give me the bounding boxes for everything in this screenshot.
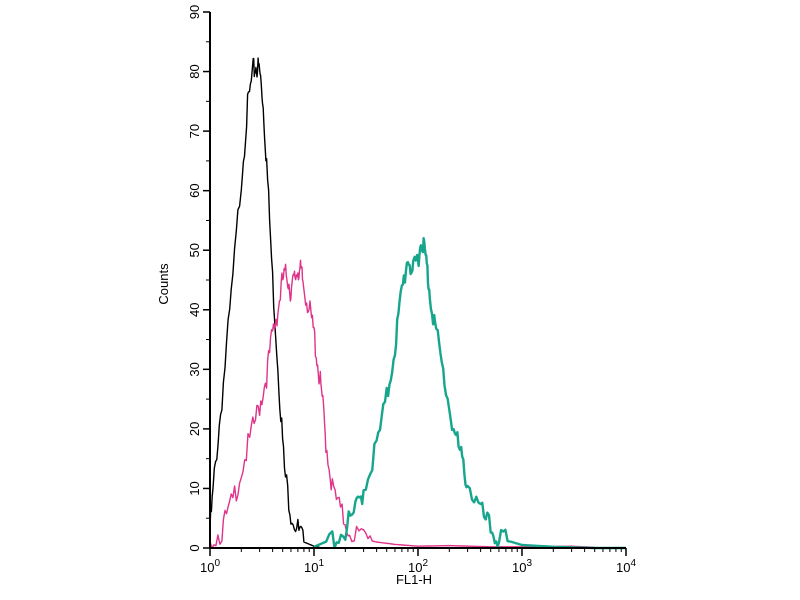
y-tick-label: 10 [187,481,202,495]
x-tick-label: 100 [200,558,220,575]
y-tick-label: 40 [187,303,202,317]
histogram-series-line-1 [209,57,323,549]
y-tick-label: 20 [187,422,202,436]
x-axis-title: FL1-H [396,572,432,587]
histogram-series-line-2 [209,259,595,549]
y-tick-label: 70 [187,124,202,138]
y-tick-label: 90 [187,5,202,19]
histogram-series-line-3 [313,236,626,550]
y-tick-label: 50 [187,243,202,257]
y-tick-label: 80 [187,64,202,78]
y-tick-label: 60 [187,183,202,197]
y-axis-title: Counts [156,263,171,305]
plot-area [209,57,626,550]
x-tick-label: 104 [616,558,636,575]
y-tick-label: 0 [187,544,202,551]
x-tick-label: 102 [408,558,428,575]
x-tick-label: 103 [512,558,532,575]
x-tick-label: 101 [304,558,324,575]
y-tick-label: 30 [187,362,202,376]
axes: 0 10 20 30 40 50 60 70 80 90 100 101 102 103 104 [187,5,636,575]
